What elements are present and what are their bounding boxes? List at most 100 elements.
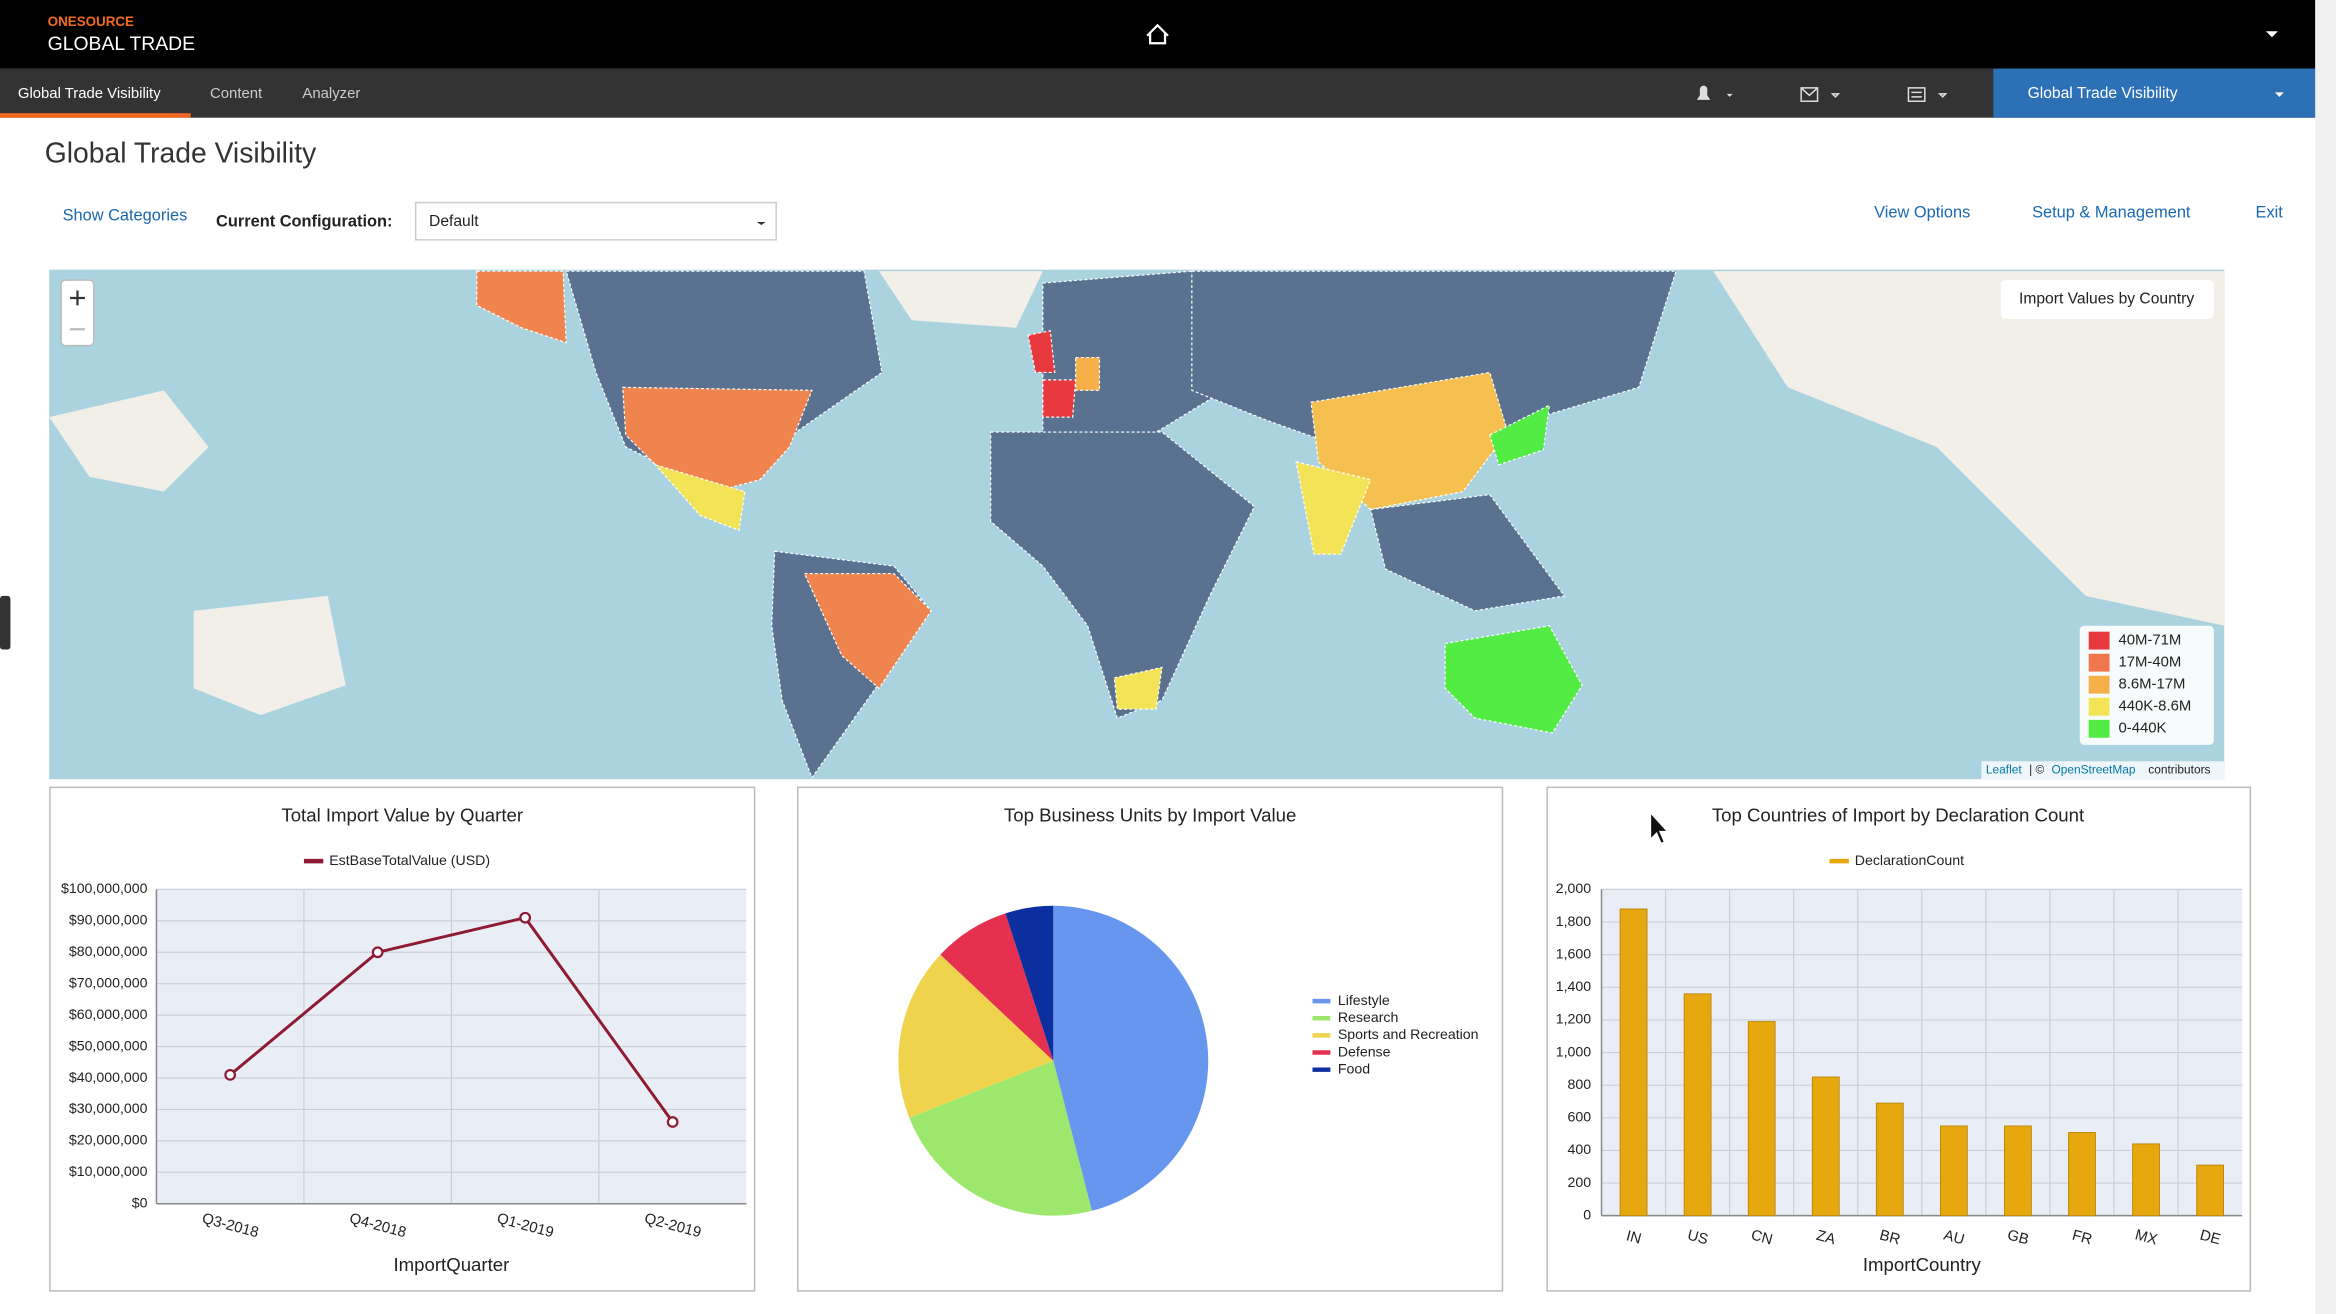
attribution-link[interactable]: OpenStreetMap xyxy=(2051,762,2135,776)
pie-slice xyxy=(909,1060,1092,1216)
attribution-box xyxy=(1981,761,2225,780)
x-axis-title: ImportCountry xyxy=(1863,1254,1982,1275)
bar xyxy=(2196,1164,2225,1217)
y-tick-label: $100,000,000 xyxy=(61,880,148,896)
series-line xyxy=(229,916,674,1123)
module-button[interactable] xyxy=(1993,68,2316,118)
tab-underline xyxy=(0,113,191,118)
bar xyxy=(1747,1021,1776,1217)
y-tick-label: 1,400 xyxy=(1556,978,1592,994)
y-tick-label: $50,000,000 xyxy=(69,1037,148,1053)
x-tick-label: US xyxy=(1686,1228,1710,1249)
y-tick-label: $40,000,000 xyxy=(69,1069,148,1085)
y-tick-label: $20,000,000 xyxy=(69,1132,148,1148)
link[interactable]: Setup & Management xyxy=(2032,203,2191,221)
select-caret xyxy=(756,221,766,225)
legend-label: 40M-71M xyxy=(2118,633,2181,649)
legend-label: Food xyxy=(1338,1060,1370,1076)
y-tick-label: $10,000,000 xyxy=(69,1163,148,1179)
config-value: Default xyxy=(429,213,479,230)
bar xyxy=(2068,1132,2096,1217)
scrollbar[interactable] xyxy=(2315,0,2336,1314)
legend-label: Defense xyxy=(1338,1043,1391,1059)
nav-tab[interactable]: Content xyxy=(210,86,263,102)
y-tick-label: 200 xyxy=(1568,1174,1592,1190)
y-tick-label: $30,000,000 xyxy=(69,1100,148,1116)
x-tick-label: GB xyxy=(2005,1227,2030,1248)
x-tick-label: CN xyxy=(1749,1227,1774,1248)
config-label: Current Configuration: xyxy=(216,212,392,230)
y-tick-label: 1,800 xyxy=(1556,913,1592,929)
legend-label: 17M-40M xyxy=(2118,655,2181,671)
y-tick-label: $90,000,000 xyxy=(69,912,148,928)
attribution-text: | © xyxy=(2029,762,2044,776)
side-toggle[interactable] xyxy=(0,595,11,650)
zoom-control[interactable] xyxy=(60,279,95,347)
legend-label: Research xyxy=(1338,1009,1399,1025)
y-tick-label: 800 xyxy=(1568,1076,1592,1092)
data-point xyxy=(666,1116,679,1128)
attribution-text: contributors xyxy=(2148,762,2210,776)
bar xyxy=(1939,1125,1968,1217)
x-axis-title: ImportQuarter xyxy=(393,1254,509,1275)
y-tick-label: 2,000 xyxy=(1556,880,1592,896)
x-tick-label: AU xyxy=(1942,1228,1966,1249)
data-point xyxy=(371,946,384,959)
map-title: Import Values by Country xyxy=(2019,291,2194,308)
map-title-box xyxy=(2000,280,2214,319)
y-tick-label: 1,000 xyxy=(1556,1043,1592,1059)
module-label: Global Trade Visibility xyxy=(2028,85,2178,102)
legend-swatch xyxy=(2088,653,2110,672)
x-tick-label: IN xyxy=(1624,1228,1643,1247)
zoom-in[interactable] xyxy=(70,290,85,306)
y-tick-label: 400 xyxy=(1568,1141,1592,1157)
x-tick-label: BR xyxy=(1878,1228,1902,1249)
x-tick-label: DE xyxy=(2198,1228,2222,1249)
legend-swatch xyxy=(2088,719,2110,738)
chart-title: Top Countries of Import by Declaration C… xyxy=(1712,804,2085,825)
link[interactable]: Exit xyxy=(2256,203,2284,221)
chart-title: Top Business Units by Import Value xyxy=(1004,804,1296,825)
legend-swatch xyxy=(2088,675,2110,694)
attribution-link[interactable]: Leaflet xyxy=(1986,762,2022,776)
legend-label: 8.6M-17M xyxy=(2118,677,2185,693)
legend-label: Lifestyle xyxy=(1338,992,1390,1008)
nav-tab[interactable]: Analyzer xyxy=(302,86,360,102)
cursor xyxy=(1650,812,1669,844)
legend-swatch xyxy=(2088,631,2110,650)
countries xyxy=(49,270,2225,779)
map-legend xyxy=(2079,625,2214,745)
data-point xyxy=(519,911,532,924)
bar xyxy=(1619,908,1648,1217)
tasks-icon[interactable] xyxy=(1907,87,1948,103)
bar xyxy=(1875,1102,1904,1217)
bell-icon[interactable] xyxy=(1696,85,1733,100)
legend-label: DeclarationCount xyxy=(1855,852,1964,868)
y-tick-label: 1,600 xyxy=(1556,945,1592,961)
y-tick-label: $60,000,000 xyxy=(69,1006,148,1022)
y-tick-label: $0 xyxy=(132,1194,148,1210)
bar xyxy=(1683,993,1712,1217)
legend-label: 440K-8.6M xyxy=(2118,699,2191,715)
x-tick-label: FR xyxy=(2070,1228,2094,1249)
mail-icon[interactable] xyxy=(1800,87,1841,103)
legend-label: EstBaseTotalValue (USD) xyxy=(329,852,490,868)
nav-tab[interactable]: Global Trade Visibility xyxy=(18,86,161,102)
legend-swatch xyxy=(2088,697,2110,716)
bar xyxy=(2132,1143,2160,1217)
legend-label: 0-440K xyxy=(2118,721,2166,737)
y-tick-label: 600 xyxy=(1568,1109,1592,1125)
y-tick-label: $80,000,000 xyxy=(69,943,148,959)
menu-caret[interactable] xyxy=(2265,31,2278,38)
map[interactable]: Import Values by Country Leaflet | © Ope… xyxy=(49,269,2225,780)
link[interactable]: Show Categories xyxy=(63,206,188,224)
pie-slice xyxy=(940,913,1054,1061)
product: GLOBAL TRADE xyxy=(48,33,195,55)
brand: ONESOURCE xyxy=(48,14,134,29)
link[interactable]: View Options xyxy=(1874,203,1970,221)
pie-slice xyxy=(1053,905,1209,1211)
home-icon[interactable] xyxy=(1146,23,1169,45)
y-tick-label: $70,000,000 xyxy=(69,974,148,990)
config-select[interactable] xyxy=(414,201,777,241)
